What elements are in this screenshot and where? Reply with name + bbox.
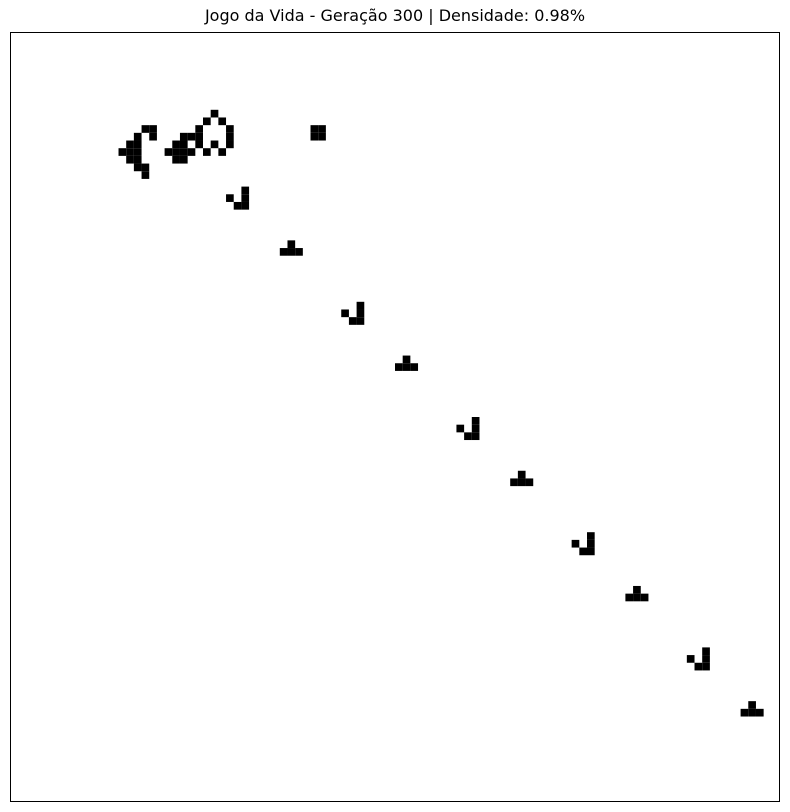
live-cell (456, 424, 465, 433)
live-cell (587, 532, 595, 540)
live-cell (210, 140, 219, 149)
live-cell (218, 117, 227, 126)
live-cell (517, 478, 526, 487)
live-cell (241, 194, 250, 202)
cell-layer (118, 109, 764, 717)
live-cell (195, 132, 203, 141)
live-cell (179, 148, 188, 156)
live-cell (287, 240, 296, 249)
live-cell (310, 132, 319, 141)
live-cell (203, 148, 211, 156)
live-cell (748, 701, 756, 709)
live-cell (241, 186, 250, 195)
live-cell (571, 539, 580, 548)
live-cell (471, 432, 480, 441)
live-cell (141, 163, 150, 172)
live-cell (226, 194, 234, 202)
live-cell (310, 125, 319, 133)
live-cell (348, 317, 357, 325)
chart-title: Jogo da Vida - Geração 300 | Densidade: … (204, 6, 586, 25)
live-cell (149, 125, 157, 133)
live-cell (226, 132, 234, 141)
live-cell (233, 201, 242, 210)
live-cell (464, 432, 472, 441)
live-cell (179, 140, 188, 149)
live-cell (633, 593, 641, 602)
game-of-life-grid (10, 32, 780, 802)
live-cell (318, 125, 326, 133)
live-cell (179, 155, 188, 164)
live-cell (510, 478, 518, 487)
live-cell (587, 547, 595, 556)
live-cell (686, 655, 695, 663)
live-cell (133, 132, 142, 141)
live-cell (126, 148, 134, 156)
live-cell (402, 355, 411, 364)
live-cell (203, 117, 211, 126)
live-cell (172, 155, 180, 164)
live-cell (587, 539, 595, 548)
live-cell (241, 201, 250, 210)
live-cell (179, 132, 188, 141)
live-cell (318, 132, 326, 141)
live-cell (126, 155, 134, 164)
live-cell (402, 363, 411, 371)
live-cell (210, 109, 219, 118)
live-cell (525, 478, 534, 487)
live-cell (172, 148, 180, 156)
live-cell (218, 148, 227, 156)
live-cell (187, 132, 196, 141)
live-cell (226, 140, 234, 149)
live-cell (279, 248, 288, 256)
live-cell (149, 132, 157, 141)
live-cell (702, 655, 710, 663)
live-cell (356, 309, 365, 318)
live-cell (471, 424, 480, 433)
live-cell (517, 470, 526, 479)
live-cell (633, 585, 641, 594)
live-cell (356, 317, 365, 325)
live-cell (164, 148, 173, 156)
live-cell (133, 163, 142, 172)
live-cell (694, 662, 703, 671)
live-cell (141, 171, 150, 179)
live-cell (295, 248, 303, 256)
live-cell (126, 140, 134, 149)
live-cell (395, 363, 403, 371)
live-cell (640, 593, 649, 602)
live-cell (341, 309, 349, 318)
live-cell (226, 125, 234, 133)
live-cell (287, 248, 296, 256)
live-cell (195, 140, 203, 149)
live-cell (740, 708, 749, 717)
live-cell (410, 363, 419, 371)
live-cell (141, 125, 150, 133)
live-cell (625, 593, 634, 602)
live-cell (195, 125, 203, 133)
live-cell (702, 662, 710, 671)
live-cell (172, 140, 180, 149)
live-cell (748, 708, 756, 717)
live-cell (579, 547, 587, 556)
live-cell (471, 417, 480, 425)
live-cell (133, 140, 142, 149)
live-cell (356, 301, 365, 310)
live-cell (133, 148, 142, 156)
live-cell (755, 708, 764, 717)
live-cell (702, 647, 710, 656)
live-cell (187, 148, 196, 156)
live-cell (118, 148, 127, 156)
live-cell (133, 155, 142, 164)
